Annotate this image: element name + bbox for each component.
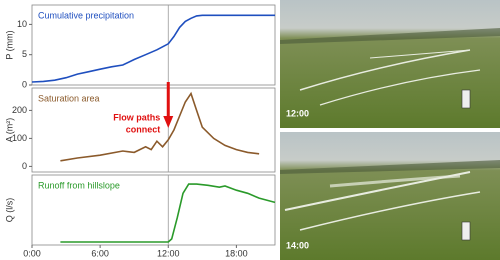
photo-label: 12:00 [286,108,309,118]
chart-title: Cumulative precipitation [38,10,134,20]
y-tick-label: 0 [22,79,27,89]
annotation: Flow paths [113,112,160,122]
annotation: connect [126,124,161,134]
y-axis-label: A (m²) [4,118,14,143]
x-tick-label: 12:00 [157,248,180,258]
y-tick-label: 5 [22,49,27,59]
plot-frame [31,174,276,246]
annotation-arrowhead [163,116,174,128]
y-tick-label: 200 [12,105,27,115]
photo-2: 14:00 [280,132,500,260]
plot-frame [31,4,276,86]
photo-1: 12:00 [280,0,500,128]
chart-title: Saturation area [38,93,100,103]
y-tick-label: 0 [22,161,27,171]
x-tick-label: 18:00 [225,248,248,258]
x-tick-label: 6:00 [91,248,109,258]
data-line [60,91,260,162]
chart-title: Runoff from hillslope [38,180,120,190]
y-axis-label: P (mm) [4,30,14,59]
data-line [31,14,275,83]
y-tick-label: 10 [17,19,27,29]
photo-label: 14:00 [286,240,309,250]
y-axis-label: Q (l/s) [4,198,14,223]
data-line [60,183,276,243]
y-tick-label: 100 [12,133,27,143]
x-tick-label: 0:00 [23,248,41,258]
